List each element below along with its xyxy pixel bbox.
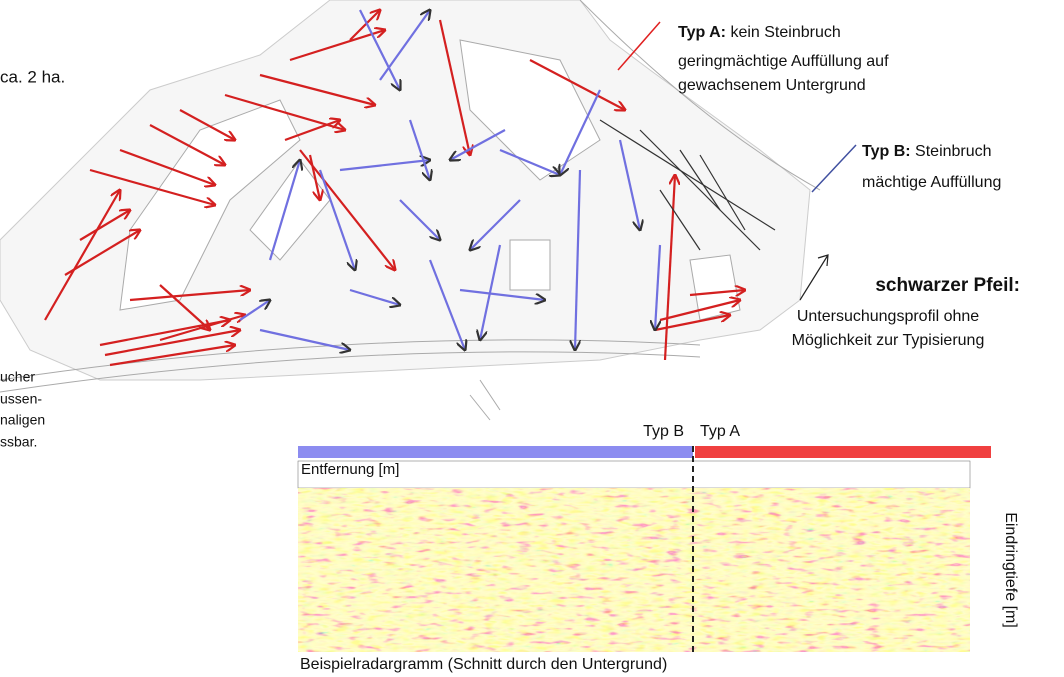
fragment-lines: ucher ussen- naligen ssbar.: [0, 369, 45, 450]
legend-black-desc: Möglichkeit zur Typisierung: [792, 332, 985, 349]
legend-b: Typ B: Steinbruch: [862, 143, 992, 160]
legend-black-desc: Untersuchungsprofil ohne: [797, 308, 979, 325]
fragment-line: ussen-: [0, 391, 42, 407]
figure: 161718192021222324252627282930310.00.51.…: [0, 0, 1064, 677]
legend-a-desc: gewachsenem Untergrund: [678, 77, 866, 94]
radar-image: [298, 488, 970, 652]
legend-arrow: [800, 255, 828, 300]
x-axis-label: Entfernung [m]: [301, 461, 399, 478]
legend-line-b: [812, 145, 856, 192]
legend-b-label: Typ B:: [862, 143, 911, 160]
type-a-bar: [695, 446, 991, 458]
typ-a-label: Typ A: [700, 423, 740, 440]
fragment-line: naligen: [0, 412, 45, 428]
typ-b-label: Typ B: [643, 423, 684, 440]
type-b-bar: [298, 446, 693, 458]
fragment-line: ssbar.: [0, 434, 37, 450]
fragment-text: ca. 2 ha.: [0, 67, 65, 86]
legend-a-text: kein Steinbruch: [730, 24, 840, 41]
legend-a-desc: geringmächtige Auffüllung auf: [678, 53, 889, 70]
caption: Beispielradargramm (Schnitt durch den Un…: [300, 656, 667, 673]
legend-a: Typ A: kein Steinbruch: [678, 24, 841, 41]
radargram: Typ B Typ A Entfernung [m] Eindringtiefe…: [298, 423, 1019, 673]
y-axis-label: Eindringtiefe [m]: [1002, 512, 1019, 628]
legend-b-desc: mächtige Auffüllung: [862, 174, 1001, 191]
legend-a-label: Typ A:: [678, 24, 726, 41]
legend-b-text: Steinbruch: [915, 143, 992, 160]
legend-black-label: schwarzer Pfeil:: [875, 275, 1020, 296]
fragment-line: ucher: [0, 369, 35, 385]
